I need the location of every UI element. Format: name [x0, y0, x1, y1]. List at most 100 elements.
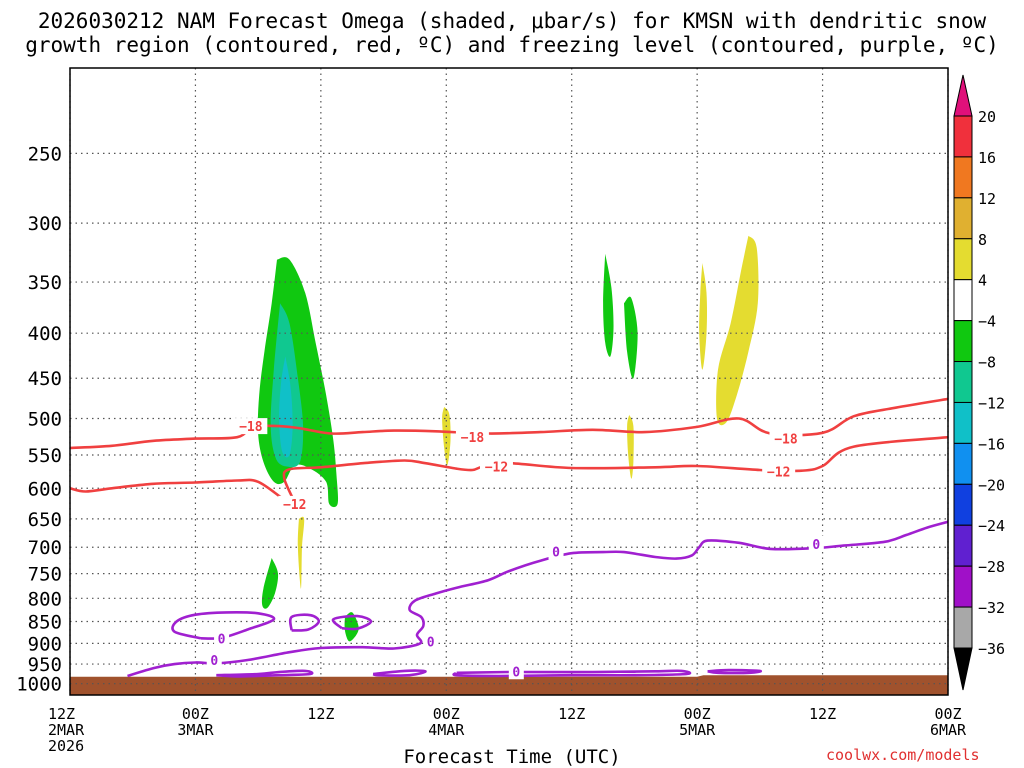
x-tick-label: 6MAR: [930, 721, 967, 739]
contour-label-bg: [508, 663, 524, 680]
colorbar: 20 16 12 8 4 −4 −8 −12 −16 −20 −24 −28 −32 −36: [953, 74, 1005, 691]
contour-label-bg: [423, 633, 439, 650]
colorbar-label: −8: [978, 354, 996, 372]
y-tick-label: 400: [28, 323, 62, 345]
contour-label-2-0: 0: [218, 632, 226, 647]
contour-label-2-4: 0: [512, 665, 520, 680]
omega-area-4: [344, 612, 359, 642]
colorbar-label: 8: [978, 231, 987, 249]
omega-area-5: [603, 253, 614, 357]
contour-label-2-1: 0: [210, 654, 218, 669]
y-tick-label: 1000: [16, 674, 62, 696]
colorbar-under-triangle: [953, 647, 973, 691]
contour-label-bg: [762, 463, 796, 480]
plot-frame: [69, 67, 949, 696]
contour-line-7: [372, 669, 427, 677]
colorbar-bin-6: [953, 361, 973, 403]
contour-line-6: [216, 669, 314, 678]
contour-label-bg: [479, 458, 513, 475]
contour-label-1-0: −12: [283, 498, 306, 513]
y-tick-label: 600: [28, 478, 62, 500]
colorbar-bin-5: [953, 320, 973, 363]
x-tick-label: 00Z: [934, 705, 961, 723]
contour-label-bg: [278, 495, 312, 512]
contour-line-3: [171, 611, 276, 640]
omega-area-3: [261, 558, 279, 609]
contour-label-bg: [455, 429, 489, 446]
contour-line-8: [452, 669, 692, 678]
colorbar-label: −28: [978, 558, 1005, 576]
y-tick-label: 500: [28, 409, 62, 431]
contour-label-bg: [548, 543, 564, 560]
y-tick-label: 300: [28, 213, 62, 235]
plot-grid: [69, 68, 949, 695]
chart-title-line2: growth region (contoured, red, ºC) and f…: [25, 33, 999, 57]
y-tick-label: 450: [28, 368, 62, 390]
y-tick-label: 550: [28, 445, 62, 467]
terrain-fill: [70, 675, 948, 695]
colorbar-bin-0: [953, 115, 973, 158]
chart-title-line1: 2026030212 NAM Forecast Omega (shaded, μ…: [37, 9, 987, 33]
contour-line-5: [331, 614, 373, 631]
colorbar-bin-11: [953, 565, 973, 608]
x-tick-label: 4MAR: [428, 721, 465, 739]
colorbar-bin-9: [953, 483, 973, 526]
contour-line-9: [707, 668, 763, 675]
colorbar-bin-8: [953, 442, 973, 485]
x-tick-label: 12Z: [48, 705, 75, 723]
colorbar-label: −20: [978, 476, 1005, 494]
colorbar-label: −32: [978, 599, 1005, 617]
contour-label-0-0: −18: [239, 420, 263, 435]
x-tick-label: 2026: [48, 737, 84, 755]
y-tick-label: 700: [28, 537, 62, 559]
x-tick-label: 5MAR: [679, 721, 716, 739]
contour-label-2-3: 0: [552, 546, 560, 561]
colorbar-label: 12: [978, 190, 996, 208]
colorbar-bin-1: [953, 156, 973, 199]
y-tick-label: 350: [28, 272, 62, 294]
x-tick-label: 12Z: [307, 705, 334, 723]
y-tick-label: 900: [28, 633, 62, 655]
y-tick-label: 850: [28, 612, 62, 634]
colorbar-bin-10: [953, 524, 973, 567]
colorbar-label: −4: [978, 313, 996, 331]
contour-label-bg: [214, 630, 230, 647]
y-tick-label: 250: [28, 143, 62, 165]
contour-label-2-5: 0: [812, 538, 820, 553]
contour-label-2-2: 0: [427, 635, 435, 650]
y-tick-label: 650: [28, 509, 62, 531]
colorbar-bin-2: [953, 197, 973, 240]
colorbar-label: −16: [978, 435, 1005, 453]
colorbar-bin-4: [953, 279, 973, 322]
omega-area-2: [278, 356, 293, 458]
colorbar-over-triangle: [953, 74, 973, 117]
x-axis-label: Forecast Time (UTC): [403, 746, 621, 768]
contour-label-1-1: −12: [485, 461, 508, 476]
y-axis: 2503003504004505005506006507007508008509…: [16, 143, 62, 695]
x-tick-label: 00Z: [433, 705, 460, 723]
colorbar-label: 4: [978, 272, 987, 290]
contour-line-1: [70, 435, 948, 507]
contour-line-4: [288, 613, 321, 632]
credit-text: coolwx.com/models: [826, 746, 980, 764]
terrain: [70, 675, 948, 695]
colorbar-label: −12: [978, 394, 1005, 412]
omega-area-11: [716, 235, 759, 426]
contour-line-0: [70, 397, 948, 450]
contour-label-bg: [769, 430, 803, 447]
omega-shading: [257, 235, 759, 642]
colorbar-bin-7: [953, 401, 973, 444]
colorbar-label: 20: [978, 108, 996, 126]
y-tick-label: 950: [28, 654, 62, 676]
colorbar-label: −24: [978, 517, 1005, 535]
omega-area-10: [699, 263, 708, 370]
colorbar-bin-12: [953, 606, 973, 649]
contour-label-0-1: −18: [461, 431, 485, 446]
x-tick-label: 00Z: [684, 705, 711, 723]
x-tick-label: 2MAR: [48, 721, 85, 739]
omega-area-6: [624, 296, 638, 379]
x-tick-label: 12Z: [558, 705, 585, 723]
